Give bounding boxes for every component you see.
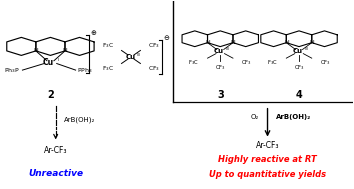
Text: Ar-CF₃: Ar-CF₃	[44, 146, 67, 155]
Text: 2: 2	[47, 90, 54, 99]
Text: $^{III}$: $^{III}$	[303, 47, 309, 52]
Text: Cu: Cu	[213, 48, 224, 54]
Text: F$_3$C: F$_3$C	[188, 58, 199, 67]
Text: Highly reactive at RT: Highly reactive at RT	[218, 155, 317, 164]
Text: Ar-CF₃: Ar-CF₃	[256, 141, 279, 150]
Text: ⊖: ⊖	[164, 35, 169, 41]
Text: Up to quantitative yields: Up to quantitative yields	[209, 170, 326, 179]
Text: CF$_3$: CF$_3$	[241, 58, 252, 67]
Text: Ph$_3$P: Ph$_3$P	[5, 66, 21, 75]
Text: F$_3$C: F$_3$C	[102, 41, 114, 50]
Text: 3: 3	[217, 90, 224, 99]
Text: F$_3$C: F$_3$C	[267, 58, 278, 67]
Text: O₂: O₂	[251, 114, 259, 120]
Text: N: N	[284, 40, 289, 45]
Text: CF$_3$: CF$_3$	[148, 64, 160, 73]
Text: ⊕: ⊕	[90, 30, 96, 36]
Text: N: N	[309, 40, 314, 45]
Text: Unreactive: Unreactive	[28, 169, 83, 178]
Text: 4: 4	[296, 90, 302, 99]
Text: N: N	[63, 48, 67, 53]
Text: CF$_3$: CF$_3$	[320, 58, 331, 67]
Text: PPh$_3$: PPh$_3$	[77, 66, 93, 75]
Text: ArB(OH)₂: ArB(OH)₂	[276, 114, 312, 120]
Text: CF$_3$: CF$_3$	[215, 63, 226, 72]
Text: N: N	[230, 40, 235, 45]
Text: Cu: Cu	[43, 58, 54, 67]
Text: CF$_3$: CF$_3$	[148, 41, 160, 50]
Text: ArB(OH)₂: ArB(OH)₂	[64, 117, 96, 123]
Text: $^{I}$: $^{I}$	[57, 58, 60, 63]
Text: F$_3$C: F$_3$C	[102, 64, 114, 73]
Text: N: N	[34, 48, 38, 53]
Text: Cu: Cu	[126, 54, 136, 60]
Text: CF$_3$: CF$_3$	[293, 63, 304, 72]
Text: $^{III}$: $^{III}$	[136, 53, 141, 58]
Text: $^{III}$: $^{III}$	[225, 47, 230, 52]
Text: N: N	[205, 40, 210, 45]
Text: Cu: Cu	[292, 48, 302, 54]
